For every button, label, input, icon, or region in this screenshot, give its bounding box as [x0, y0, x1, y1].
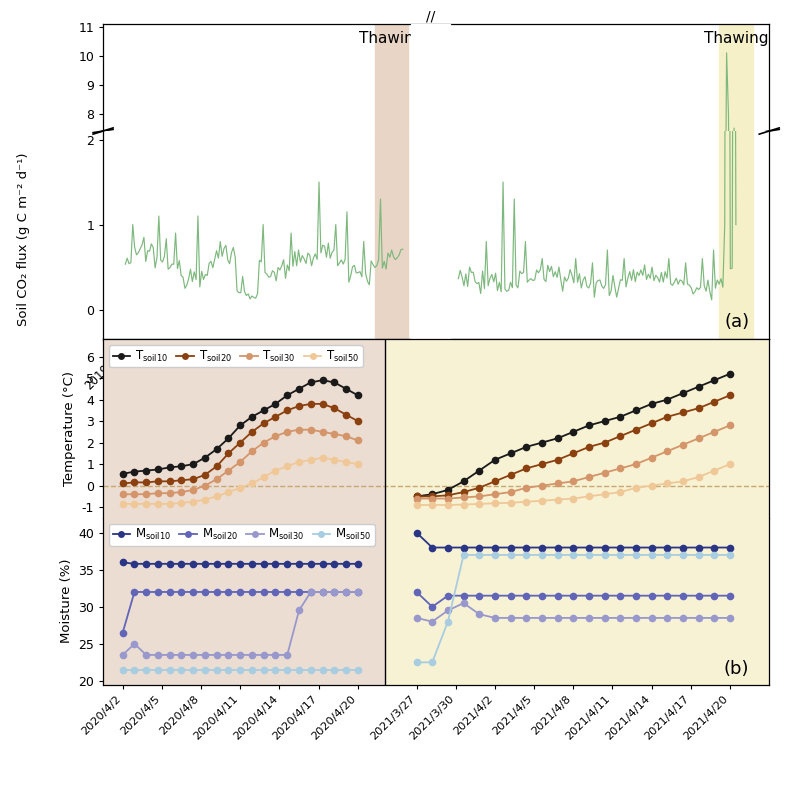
Text: //: //: [426, 10, 435, 24]
Text: Thawing: Thawing: [703, 31, 768, 46]
Bar: [719, 24, 753, 131]
Text: Thawing: Thawing: [359, 31, 424, 46]
Bar: [719, 131, 753, 339]
Bar: [411, 24, 450, 131]
Bar: [411, 131, 450, 339]
Y-axis label: Temperature (°C): Temperature (°C): [63, 371, 76, 486]
Bar: [375, 24, 408, 131]
Text: //: //: [426, 339, 435, 353]
Bar: [103, 339, 385, 518]
Legend: T$_{\mathregular{soil10}}$, T$_{\mathregular{soil20}}$, T$_{\mathregular{soil30}: T$_{\mathregular{soil10}}$, T$_{\mathreg…: [109, 345, 362, 368]
Bar: [375, 131, 408, 339]
Bar: [103, 518, 385, 685]
Bar: [385, 518, 769, 685]
Legend: M$_{\mathregular{soil10}}$, M$_{\mathregular{soil20}}$, M$_{\mathregular{soil30}: M$_{\mathregular{soil10}}$, M$_{\mathreg…: [109, 524, 374, 546]
Text: (b): (b): [724, 660, 749, 678]
Y-axis label: Moisture (%): Moisture (%): [59, 559, 73, 643]
Text: Soil CO₂ flux (g C m⁻² d⁻¹): Soil CO₂ flux (g C m⁻² d⁻¹): [17, 152, 30, 326]
Text: (a): (a): [724, 313, 749, 331]
Bar: [385, 339, 769, 518]
